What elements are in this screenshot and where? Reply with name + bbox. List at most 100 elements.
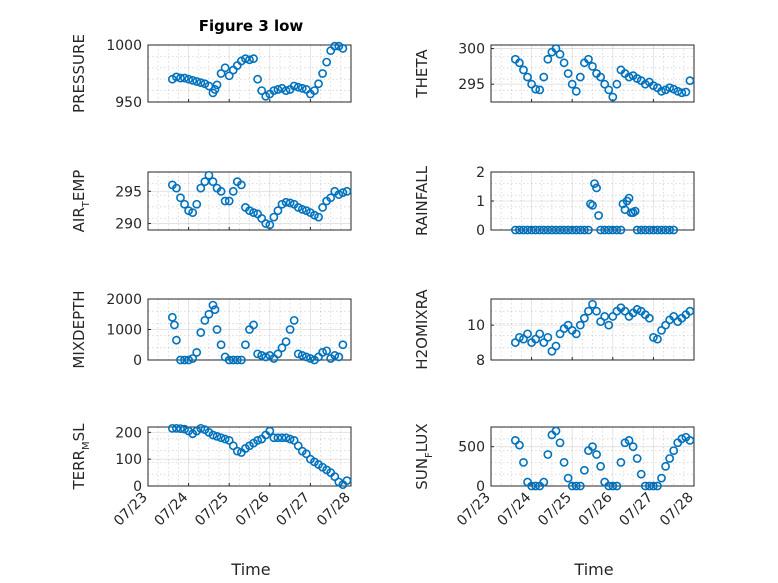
data-point (567, 225, 577, 235)
data-point (220, 434, 230, 444)
y-axis-label: TERRMSL (70, 423, 92, 491)
data-point (196, 78, 206, 88)
data-point (281, 337, 291, 347)
data-point (176, 355, 185, 365)
data-point (673, 86, 683, 96)
data-point (322, 57, 332, 67)
data-point (241, 340, 250, 350)
data-point (612, 79, 622, 89)
data-point (588, 61, 597, 71)
data-point (632, 225, 642, 235)
data-point (665, 83, 675, 93)
data-point (253, 436, 263, 445)
data-point (531, 481, 541, 491)
data-point (571, 86, 581, 96)
y-tick-label: 950 (115, 95, 142, 111)
data-point (575, 320, 585, 330)
y-tick-label: 1000 (106, 38, 142, 54)
data-point (519, 65, 528, 75)
data-point (596, 225, 606, 235)
data-point (600, 225, 610, 235)
data-point (220, 63, 230, 73)
y-tick-label: 2 (476, 165, 485, 181)
data-point (216, 186, 226, 196)
data-point (543, 450, 553, 459)
data-point (334, 352, 344, 362)
data-point (184, 355, 193, 365)
data-point (539, 477, 549, 487)
data-point (216, 433, 226, 443)
y-tick-label: 0 (133, 353, 142, 369)
subplot-air-temp: 290 295 AIRTEMP (70, 170, 352, 233)
data-point (208, 430, 218, 440)
data-point (338, 44, 348, 53)
y-tick-label: 8 (476, 353, 485, 369)
data-point (681, 87, 691, 97)
data-point (167, 312, 177, 322)
y-tick-label: 1000 (106, 323, 142, 339)
data-point (224, 71, 234, 81)
data-point (338, 188, 348, 198)
data-point (212, 80, 222, 90)
x-axis-label-left: Time (230, 560, 270, 579)
data-point (640, 481, 650, 491)
y-tick-label: 295 (115, 184, 142, 200)
data-point (261, 219, 271, 228)
data-point (265, 426, 275, 436)
data-point (208, 300, 218, 310)
data-point (632, 305, 642, 314)
data-point (273, 206, 283, 216)
data-point (200, 315, 210, 325)
data-point (608, 225, 618, 235)
data-point (330, 472, 340, 482)
axes-box (147, 426, 352, 487)
data-point (535, 329, 545, 339)
y-axis-label: RAINFALL (413, 165, 431, 236)
x-tick-label: 07/27 (273, 490, 313, 530)
y-tick-label: 500 (458, 440, 485, 456)
data-point (281, 433, 291, 443)
data-points (167, 170, 352, 230)
data-point (277, 343, 287, 353)
data-point (665, 225, 675, 235)
y-tick-label: 2000 (106, 292, 142, 308)
data-point (167, 423, 177, 433)
data-point (293, 349, 303, 359)
data-point (172, 335, 181, 345)
data-point (297, 204, 307, 214)
data-point (293, 441, 303, 451)
data-point (228, 355, 238, 365)
data-point (188, 75, 198, 85)
data-point (289, 436, 299, 445)
data-points (510, 426, 695, 491)
subplot-mixdepth: 0 1000 2000 MIXDEPTH (70, 290, 352, 369)
data-point (249, 320, 258, 330)
data-point (649, 481, 658, 491)
y-tick-label: 290 (115, 217, 142, 233)
data-point (624, 193, 634, 203)
data-point (571, 481, 581, 491)
data-point (604, 320, 614, 330)
data-point (590, 179, 599, 188)
data-point (616, 457, 626, 467)
data-point (265, 220, 275, 230)
data-point (612, 225, 622, 235)
data-point (644, 313, 654, 323)
data-point (527, 225, 536, 235)
data-point (559, 457, 569, 467)
data-point (600, 79, 610, 89)
data-point (559, 58, 569, 68)
data-point (338, 340, 348, 350)
x-tick-label: 07/27 (616, 490, 656, 530)
data-point (285, 198, 295, 208)
data-point (579, 313, 589, 323)
y-tick-label: 0 (476, 223, 485, 239)
data-point (200, 177, 210, 187)
data-point (289, 81, 299, 91)
data-point (172, 183, 181, 193)
data-point (535, 225, 545, 235)
data-point (547, 225, 557, 235)
data-point (297, 351, 307, 360)
data-point (318, 203, 327, 212)
